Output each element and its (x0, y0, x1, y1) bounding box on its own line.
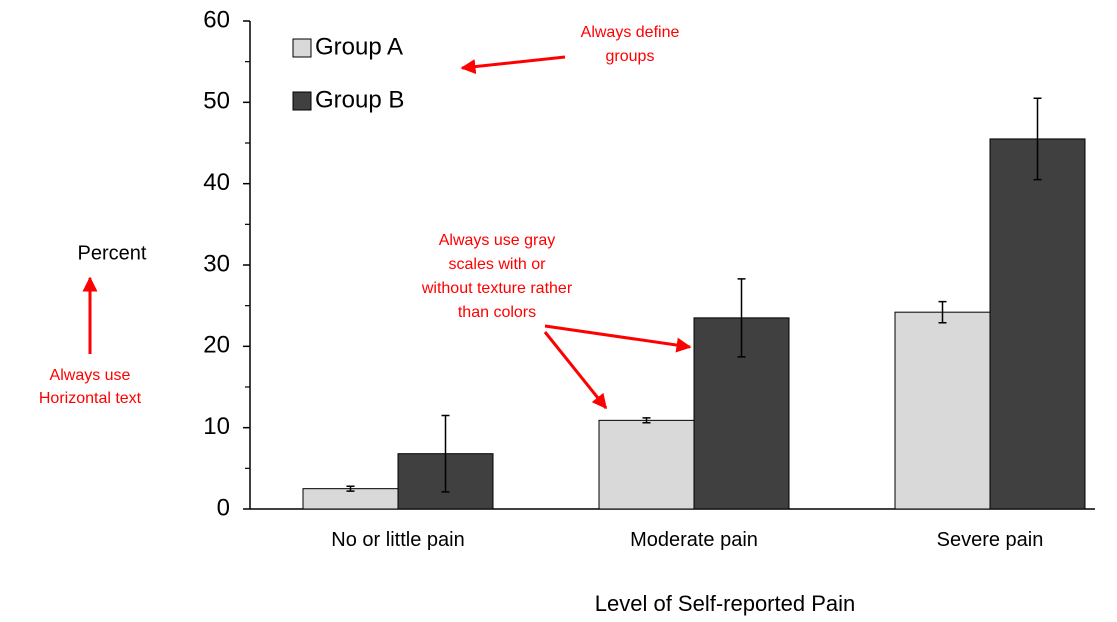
arrow (543, 331, 608, 410)
error-bar (642, 417, 651, 424)
y-tick-label: 0 (217, 494, 230, 521)
arrow (544, 324, 692, 353)
annotation: Horizontal text (39, 390, 142, 407)
x-axis-label: Level of Self-reported Pain (595, 591, 856, 616)
x-tick-label: Moderate pain (630, 529, 758, 551)
bar (598, 419, 695, 510)
y-tick-label: 40 (203, 169, 230, 196)
x-tick-label: Severe pain (936, 529, 1044, 551)
error-bar (441, 414, 450, 493)
arrow (460, 55, 566, 75)
annotation: Always use gray (439, 232, 556, 249)
annotation: Always define (581, 24, 680, 41)
bar (989, 138, 1086, 510)
annotation: Always use (50, 367, 131, 384)
y-tick-label: 10 (203, 413, 230, 440)
annotation: groups (606, 48, 655, 65)
bar (894, 311, 991, 510)
y-axis-label: Percent (78, 242, 147, 264)
error-bar (938, 300, 947, 324)
y-tick-label: 50 (203, 88, 230, 115)
legend-label: Group B (315, 86, 404, 113)
legend-swatch (292, 38, 312, 58)
annotation: without texture rather (421, 280, 573, 297)
x-tick-label: No or little pain (331, 529, 465, 551)
legend-swatch (292, 91, 312, 111)
legend-label: Group A (315, 33, 403, 60)
error-bar (737, 278, 746, 358)
y-tick-label: 30 (203, 250, 230, 277)
annotation: scales with or (449, 256, 547, 273)
error-bar (1033, 97, 1042, 181)
annotation: than colors (458, 304, 536, 321)
y-tick-label: 60 (203, 6, 230, 33)
y-tick-label: 20 (203, 332, 230, 359)
error-bar (346, 485, 355, 492)
